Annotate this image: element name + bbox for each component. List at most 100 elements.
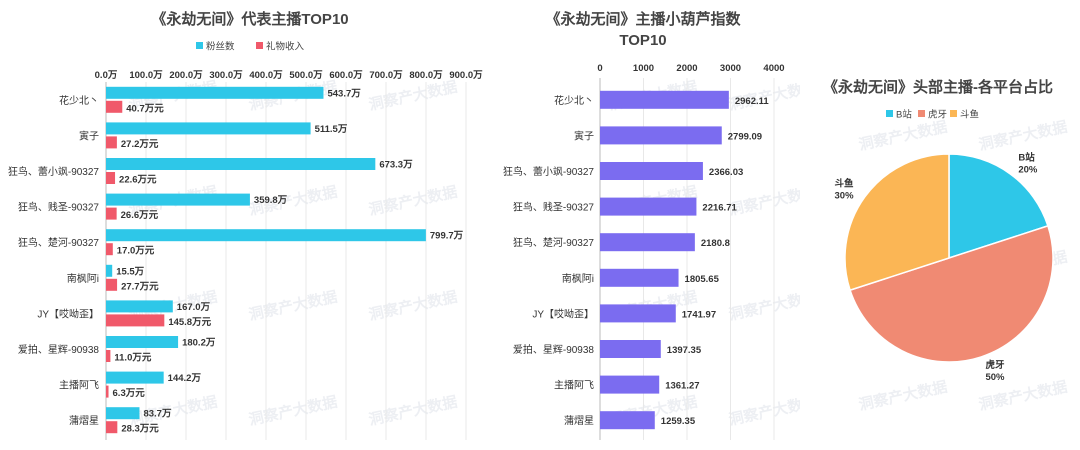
- category-label: JY【哎呦歪】: [532, 307, 594, 320]
- legend-label-gift: 礼物收入: [266, 41, 305, 53]
- index-bar: [600, 304, 676, 323]
- watermark-text: 洞察产大数据: [857, 118, 949, 154]
- category-label: 主播阿飞: [59, 379, 99, 392]
- index-value-label: 2180.8: [701, 238, 730, 249]
- fans-value-label: 799.7万: [430, 231, 464, 242]
- index-bar: [600, 126, 722, 145]
- watermark-text: 洞察产大数据: [367, 183, 459, 219]
- legend-label-bilibili: B站: [896, 109, 912, 121]
- category-label: 花少北丶: [59, 94, 99, 107]
- x-tick-label: 0: [597, 63, 602, 74]
- pie-label-name: 斗鱼: [835, 178, 855, 190]
- gift-bar: [106, 100, 123, 113]
- category-label: 南枫阿i: [67, 272, 99, 285]
- platform-share-pie-chart: 洞察产大数据洞察产大数据洞察产大数据洞察产大数据洞察产大数据洞察产大数据《永劫无…: [823, 78, 1069, 414]
- category-label: 蒲熠星: [69, 414, 99, 427]
- index-bar: [600, 340, 661, 358]
- x-tick-label: 900.0万: [449, 70, 483, 81]
- category-label: 爱拍、星辉-90938: [18, 343, 100, 356]
- category-label: 狂鸟、楚河-90327: [18, 236, 100, 249]
- fans-bar: [106, 336, 179, 348]
- pie-slice-huya: [849, 224, 1054, 363]
- index-value-label: 1741.97: [682, 309, 716, 320]
- watermark-text: 洞察产大数据: [367, 78, 459, 114]
- fans-value-label: 15.5万: [116, 266, 144, 277]
- platform-share-chart-panel: 洞察产大数据洞察产大数据洞察产大数据洞察产大数据洞察产大数据洞察产大数据《永劫无…: [800, 0, 1080, 445]
- gift-bar: [106, 207, 117, 220]
- gift-bar: [106, 172, 116, 184]
- pie-label-percent: 50%: [985, 372, 1005, 383]
- index-value-label: 1397.35: [667, 345, 702, 356]
- pie-label-percent: 30%: [835, 191, 855, 202]
- fans-value-label: 359.8万: [254, 195, 288, 206]
- category-label: 狂鸟、楚河-90327: [513, 236, 595, 249]
- x-tick-label: 300.0万: [209, 70, 243, 81]
- category-label: 寅子: [79, 129, 99, 142]
- fans-bar: [106, 300, 173, 313]
- legend-swatch-douyu: [950, 110, 957, 117]
- index-value-label: 1805.65: [685, 274, 720, 285]
- gift-bar: [106, 350, 111, 362]
- index-bar: [600, 268, 679, 287]
- watermark-text: 洞察产大数据: [247, 393, 339, 429]
- legend-label-douyu: 斗鱼: [960, 109, 979, 121]
- fans-value-label: 144.2万: [168, 373, 202, 384]
- x-tick-label: 200.0万: [169, 70, 203, 81]
- gift-value-label: 11.0万元: [114, 353, 151, 364]
- gift-bar: [106, 314, 165, 327]
- watermark-text: 洞察产大数据: [727, 288, 800, 324]
- index-bar: [600, 197, 697, 216]
- category-label: 花少北丶: [554, 94, 594, 107]
- fans-value-label: 167.0万: [177, 302, 211, 313]
- index-bar: [600, 162, 703, 180]
- category-label: 南枫阿i: [562, 272, 594, 285]
- fans-value-label: 83.7万: [143, 409, 171, 420]
- category-label: 狂鸟、蕾小飒-90327: [8, 165, 100, 178]
- legend-label-huya: 虎牙: [928, 109, 947, 121]
- x-tick-label: 700.0万: [369, 70, 403, 81]
- gift-value-label: 22.6万元: [119, 175, 157, 186]
- index-value-label: 2366.03: [709, 167, 743, 178]
- category-label: 狂鸟、贱圣-90327: [18, 201, 100, 214]
- x-tick-label: 4000: [763, 63, 784, 74]
- fans-value-label: 543.7万: [327, 88, 361, 99]
- index-value-label: 2216.71: [702, 203, 737, 214]
- legend-swatch-fans: [196, 42, 203, 49]
- category-label: 蒲熠星: [564, 414, 594, 427]
- gourd-index-bar-chart: 洞察产大数据洞察产大数据洞察产大数据洞察产大数据洞察产大数据洞察产大数据洞察产大…: [503, 10, 819, 440]
- index-bar: [600, 233, 695, 252]
- index-value-label: 2799.09: [728, 131, 762, 142]
- watermark-text: 洞察产大数据: [367, 393, 459, 429]
- chart-title-line2: TOP10: [619, 32, 666, 49]
- pie-label-name: 虎牙: [985, 359, 1005, 371]
- watermark-text: 洞察产大数据: [977, 118, 1069, 154]
- gift-value-label: 27.2万元: [121, 139, 159, 150]
- pie-label-percent: 20%: [1018, 165, 1038, 176]
- fans-value-label: 180.2万: [182, 338, 216, 349]
- gift-value-label: 145.8万元: [168, 317, 211, 328]
- chart-title: 《永劫无间》代表主播TOP10: [151, 10, 348, 28]
- pie-slice-douyu: [844, 153, 950, 292]
- x-tick-label: 3000: [720, 63, 741, 74]
- fans-bar: [106, 122, 311, 135]
- gift-bar: [106, 278, 118, 291]
- gift-bar: [106, 136, 117, 149]
- fans-value-label: 673.3万: [379, 160, 413, 171]
- legend-label-fans: 粉丝数: [206, 41, 235, 53]
- fans-bar: [106, 407, 140, 420]
- fans-value-label: 511.5万: [315, 124, 348, 135]
- gift-value-label: 17.0万元: [117, 246, 155, 257]
- category-label: 寅子: [574, 129, 594, 142]
- watermark-text: 洞察产大数据: [367, 288, 459, 324]
- index-bar: [600, 411, 655, 430]
- watermark-text: 洞察产大数据: [857, 378, 949, 414]
- category-label: 主播阿飞: [554, 379, 594, 392]
- gift-value-label: 26.6万元: [121, 210, 159, 221]
- index-value-label: 1361.27: [665, 381, 699, 392]
- gift-bar: [106, 421, 118, 434]
- pie-label-name: B站: [1018, 152, 1035, 164]
- gift-value-label: 28.3万元: [121, 424, 159, 435]
- fans-bar: [106, 86, 324, 99]
- watermark-text: 洞察产大数据: [727, 183, 800, 219]
- x-tick-label: 0.0万: [95, 70, 118, 81]
